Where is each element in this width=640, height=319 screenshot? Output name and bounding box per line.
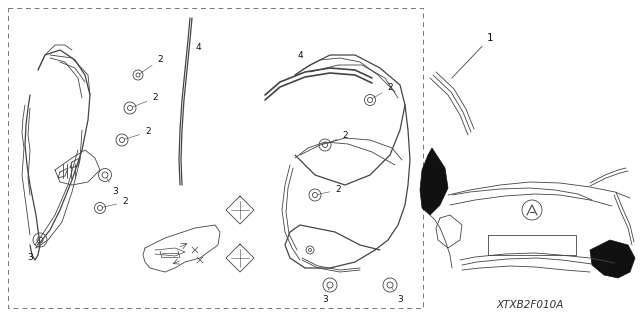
Text: 2: 2 [140,56,163,73]
Text: 3: 3 [106,177,118,197]
Text: 4: 4 [195,43,201,53]
Text: 2: 2 [328,130,348,144]
Polygon shape [420,148,448,215]
Text: 2: 2 [317,186,341,195]
Text: 2: 2 [132,93,158,107]
Text: 4: 4 [297,50,303,60]
Text: 3: 3 [322,288,329,305]
Text: 2: 2 [125,128,151,139]
Text: 1: 1 [452,33,493,78]
Text: 3: 3 [27,242,38,263]
Polygon shape [590,240,635,278]
Text: 3: 3 [392,287,403,305]
Text: XTXB2F010A: XTXB2F010A [496,300,564,310]
Bar [8,8,423,308]
Text: 2: 2 [102,197,128,207]
Text: 2: 2 [372,84,393,99]
